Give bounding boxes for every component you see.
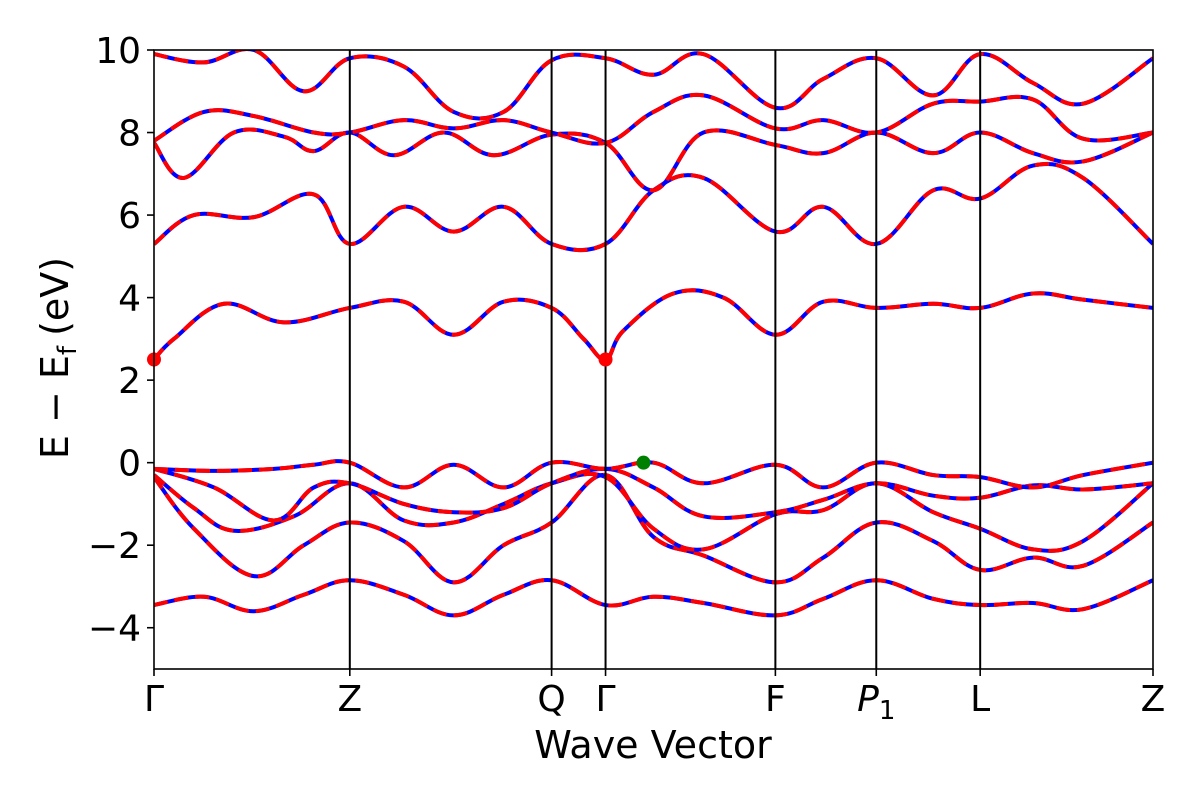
y-tick-label-6: 8 [118,114,141,155]
y-axis-label-subscript: f [53,345,83,355]
band-3-dashed-line [154,466,1153,523]
band-7-dashed-line [154,127,1153,193]
band-6-solid-line [154,161,1153,253]
y-tick-label-1: −2 [88,526,141,567]
y-axis-ticks: −4 −2 0 2 4 6 8 10 [88,31,154,650]
x-tick-label-2: Q [537,679,565,720]
y-tick-label-4: 4 [118,279,141,320]
x-tick-label-7: Z [1141,679,1166,720]
x-tick-label-4: F [765,679,786,720]
x-tick-label-subscript-5: 1 [879,696,896,726]
band-9-dashed-line [154,50,1153,121]
x-tick-label-3: Γ [596,679,616,720]
x-tick-label-main-5: P [857,679,879,720]
band-9-solid-line [154,50,1153,121]
band-lines [154,50,1153,618]
band-6-dashed-line [154,161,1153,253]
band-0-dashed-line [154,578,1153,618]
y-axis-label-unit: (eV) [33,257,77,336]
vbm-marker [636,455,651,470]
y-axis-label: E − Ef (eV) [33,257,83,459]
band-5-dashed-line [154,288,1153,362]
plot-border [153,49,1154,670]
x-tick-label-1: Z [337,679,362,720]
y-tick-label-2: 0 [118,444,141,485]
band-8-dashed-line [154,92,1153,146]
y-tick-label-5: 6 [118,196,141,237]
extrema-markers [147,352,651,470]
x-axis-label: Wave Vector [534,723,772,767]
x-tick-label-5: P1 [857,679,895,726]
x-tick-label-0: Γ [144,679,164,720]
x-axis-ticks: Γ Z Q Γ F P1 L Z [144,669,1165,726]
y-tick-label-3: 2 [118,361,141,402]
cbm-marker-1 [598,352,613,367]
plot-frame [153,49,1154,670]
band-2-dashed-line [154,471,1153,553]
band-8-solid-line [154,92,1153,146]
y-tick-label-0: −4 [88,609,141,650]
y-tick-label-7: 10 [95,31,141,72]
kpoint-divider-lines [348,50,982,669]
x-tick-label-6: L [970,679,990,720]
y-axis-label-main: E − E [33,355,77,459]
